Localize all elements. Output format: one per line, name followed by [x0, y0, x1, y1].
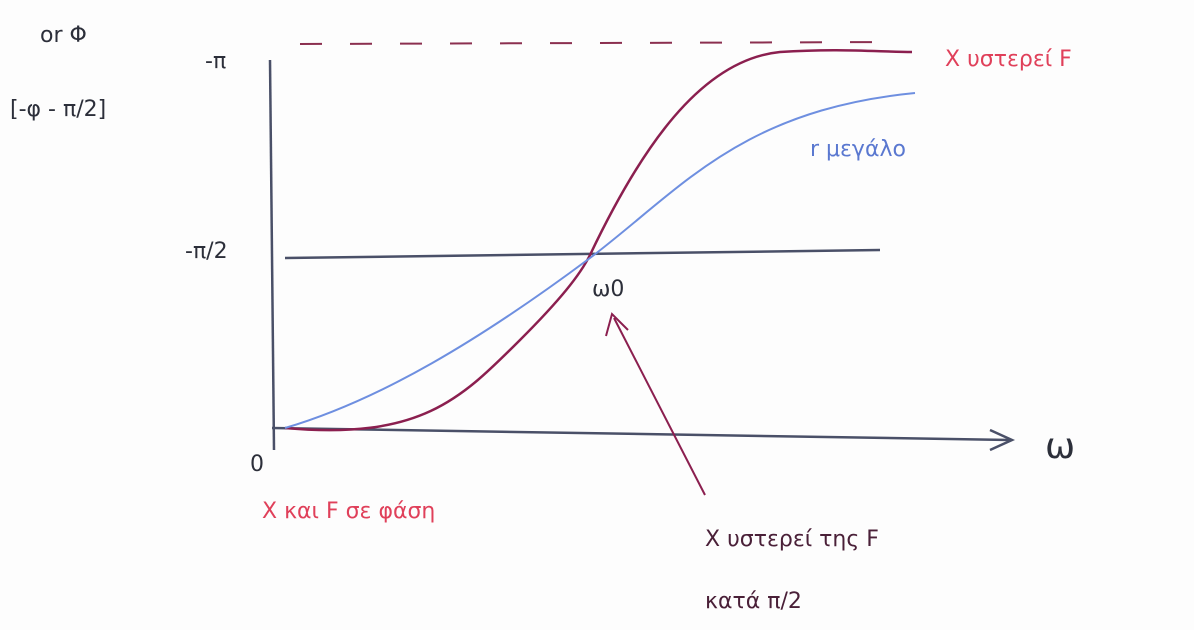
annotation: X υστερεί της F	[705, 527, 879, 552]
annotation: r μεγάλο	[810, 137, 906, 162]
y-axis-expression: [-φ - π/2]	[10, 97, 106, 122]
y-axis-label: or Φ	[40, 23, 87, 48]
annotation: X υστερεί F	[945, 47, 1072, 72]
x-axis-label: ω	[1045, 426, 1075, 467]
y-tick-label: -π/2	[185, 239, 228, 264]
background	[0, 0, 1194, 630]
origin-label: 0	[250, 452, 264, 477]
crossing-label: ω0	[592, 277, 624, 302]
annotation: κατά π/2	[705, 589, 802, 614]
y-tick-label: -π	[205, 49, 226, 74]
annotation: X και F σε φάση	[262, 499, 435, 524]
diagram: or Φ [-φ - π/2] -π -π/2 0 ω ω0 X υστερεί…	[0, 0, 1194, 630]
